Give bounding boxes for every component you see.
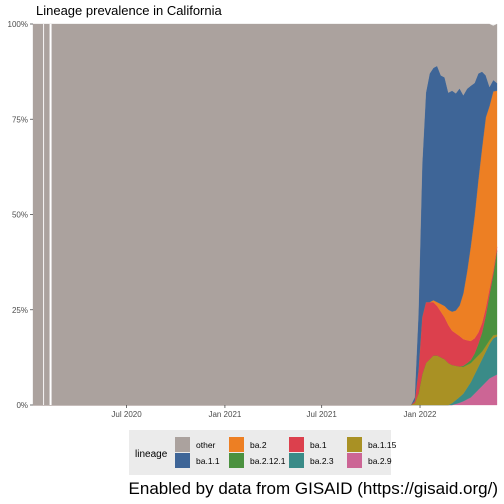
y-tick-label: 0% — [16, 401, 28, 410]
legend-label: ba.2.9 — [368, 456, 392, 466]
gisaid-caption: Enabled by data from GISAID (https://gis… — [128, 479, 498, 498]
data-gaps — [43, 24, 52, 405]
gap-band — [49, 24, 52, 405]
legend: lineage other ba.1.1 ba.2 ba.2.12.1 ba.1 ba.2… — [129, 430, 396, 475]
y-tick-label: 75% — [12, 115, 28, 124]
gap-band — [43, 24, 45, 405]
legend-swatch — [229, 453, 244, 468]
x-tick-label: Jan 2021 — [208, 410, 241, 419]
legend-label: ba.2.12.1 — [250, 456, 286, 466]
y-axis: 0% 25% 50% 75% 100% — [8, 20, 33, 410]
legend-label: ba.2.3 — [310, 456, 334, 466]
legend-label: other — [196, 440, 216, 450]
legend-title: lineage — [135, 449, 168, 460]
legend-swatch — [175, 453, 190, 468]
legend-swatch — [229, 437, 244, 452]
legend-swatch — [347, 453, 362, 468]
chart-title: Lineage prevalence in California — [36, 3, 222, 18]
legend-label: ba.1.1 — [196, 456, 220, 466]
area-chart: 0% 25% 50% 75% 100% Jul 2020 Jan 2021 Jul 2021… — [8, 20, 498, 419]
y-tick-label: 50% — [12, 211, 28, 220]
y-tick-label: 100% — [8, 20, 28, 29]
area-other — [32, 23, 498, 406]
y-tick-label: 25% — [12, 306, 28, 315]
legend-swatch — [175, 437, 190, 452]
legend-swatch — [289, 437, 304, 452]
legend-label: ba.1 — [310, 440, 327, 450]
x-tick-label: Jul 2021 — [307, 410, 338, 419]
legend-swatch — [347, 437, 362, 452]
legend-swatch — [289, 453, 304, 468]
x-tick-label: Jan 2022 — [404, 410, 437, 419]
series-areas — [32, 23, 498, 406]
x-axis: Jul 2020 Jan 2021 Jul 2021 Jan 2022 — [111, 405, 437, 419]
legend-label: ba.1.15 — [368, 440, 397, 450]
x-tick-label: Jul 2020 — [111, 410, 142, 419]
legend-label: ba.2 — [250, 440, 267, 450]
